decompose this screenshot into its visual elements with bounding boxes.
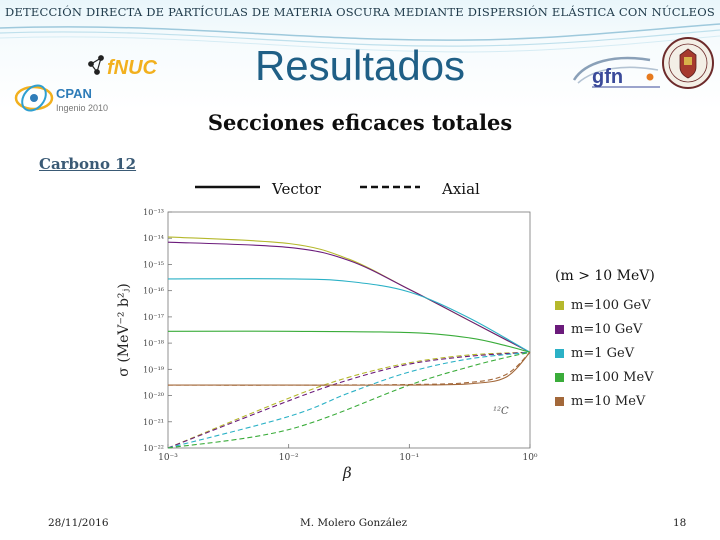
- y-tick-label: 10⁻¹⁷: [143, 313, 164, 322]
- y-tick-label: 10⁻¹⁴: [143, 234, 164, 243]
- y-tick-label: 10⁻¹³: [143, 208, 164, 217]
- swatch-m1GeV: [555, 349, 564, 358]
- page-number: 18: [673, 517, 687, 529]
- axial-line-m-100-gev: [167, 351, 531, 449]
- mass-legend-item: m=10 MeV: [555, 394, 645, 409]
- y-tick-label: 10⁻¹⁵: [143, 260, 164, 269]
- nucleus-annotation: ¹²C: [493, 406, 509, 417]
- legend-vector-label: Vector: [272, 180, 321, 198]
- presentation-header-title: DETECCIÓN DIRECTA DE PARTÍCULAS DE MATER…: [5, 5, 715, 19]
- legend-axial-label: Axial: [442, 180, 480, 198]
- mass-legend-item: m=1 GeV: [555, 346, 634, 361]
- y-tick-label: 10⁻¹⁶: [143, 287, 164, 296]
- university-seal-logo: [660, 35, 716, 95]
- x-tick-label: 10⁻²: [279, 453, 299, 463]
- plot-frame: [167, 211, 531, 449]
- gfn-logo: gfn: [570, 50, 665, 94]
- x-tick-label: 10⁻¹: [399, 453, 419, 463]
- swatch-m100GeV: [555, 301, 564, 310]
- mass-legend-item: m=10 GeV: [555, 322, 642, 337]
- axial-line-m-10-mev: [167, 351, 531, 386]
- footer-author: M. Molero González: [300, 517, 408, 529]
- mass-legend-title: (m > 10 MeV): [555, 268, 655, 284]
- mass-legend-item: m=100 MeV: [555, 370, 654, 385]
- x-tick-label: 10⁻³: [158, 453, 178, 463]
- vector-line-m-10-gev: [167, 241, 531, 353]
- fnuc-logo-text: fNUC: [107, 57, 158, 79]
- swatch-m10MeV: [555, 397, 564, 406]
- mass-legend: (m > 10 MeV) m=100 GeV m=10 GeV m=1 GeV …: [555, 268, 655, 409]
- y-tick-label: 10⁻²²: [143, 444, 164, 453]
- y-tick-label: 10⁻¹⁸: [143, 339, 164, 348]
- cpan-logo: CPAN Ingenio 2010: [14, 78, 124, 122]
- x-tick-label: 10⁰: [522, 453, 537, 463]
- header-wave-decoration: [0, 23, 720, 53]
- vector-line-m-100-mev: [167, 330, 531, 353]
- cpan-logo-name: CPAN: [56, 86, 92, 101]
- slide-subtitle: Secciones eficaces totales: [207, 110, 513, 135]
- cpan-logo-subtitle: Ingenio 2010: [56, 103, 108, 113]
- gfn-logo-text: gfn: [592, 66, 623, 88]
- slide-title: Resultados: [254, 42, 466, 89]
- x-axis-label: β: [342, 464, 352, 482]
- y-tick-label: 10⁻²⁰: [143, 392, 164, 401]
- swatch-m100MeV: [555, 373, 564, 382]
- footer-date: 28/11/2016: [48, 517, 109, 529]
- y-tick-label: 10⁻¹⁹: [143, 365, 165, 374]
- vector-line-m-1-gev: [167, 278, 531, 353]
- y-axis-label: σ (MeV⁻² b²ⱼ): [116, 283, 132, 376]
- axial-line-m-1-gev: [167, 351, 531, 449]
- fnuc-logo: fNUC: [83, 52, 175, 86]
- swatch-m10GeV: [555, 325, 564, 334]
- axial-line-m-10-gev: [167, 351, 531, 449]
- y-tick-label: 10⁻²¹: [143, 418, 164, 427]
- nucleus-label: Carbono 12: [39, 155, 137, 173]
- mass-legend-item: m=100 GeV: [555, 298, 651, 313]
